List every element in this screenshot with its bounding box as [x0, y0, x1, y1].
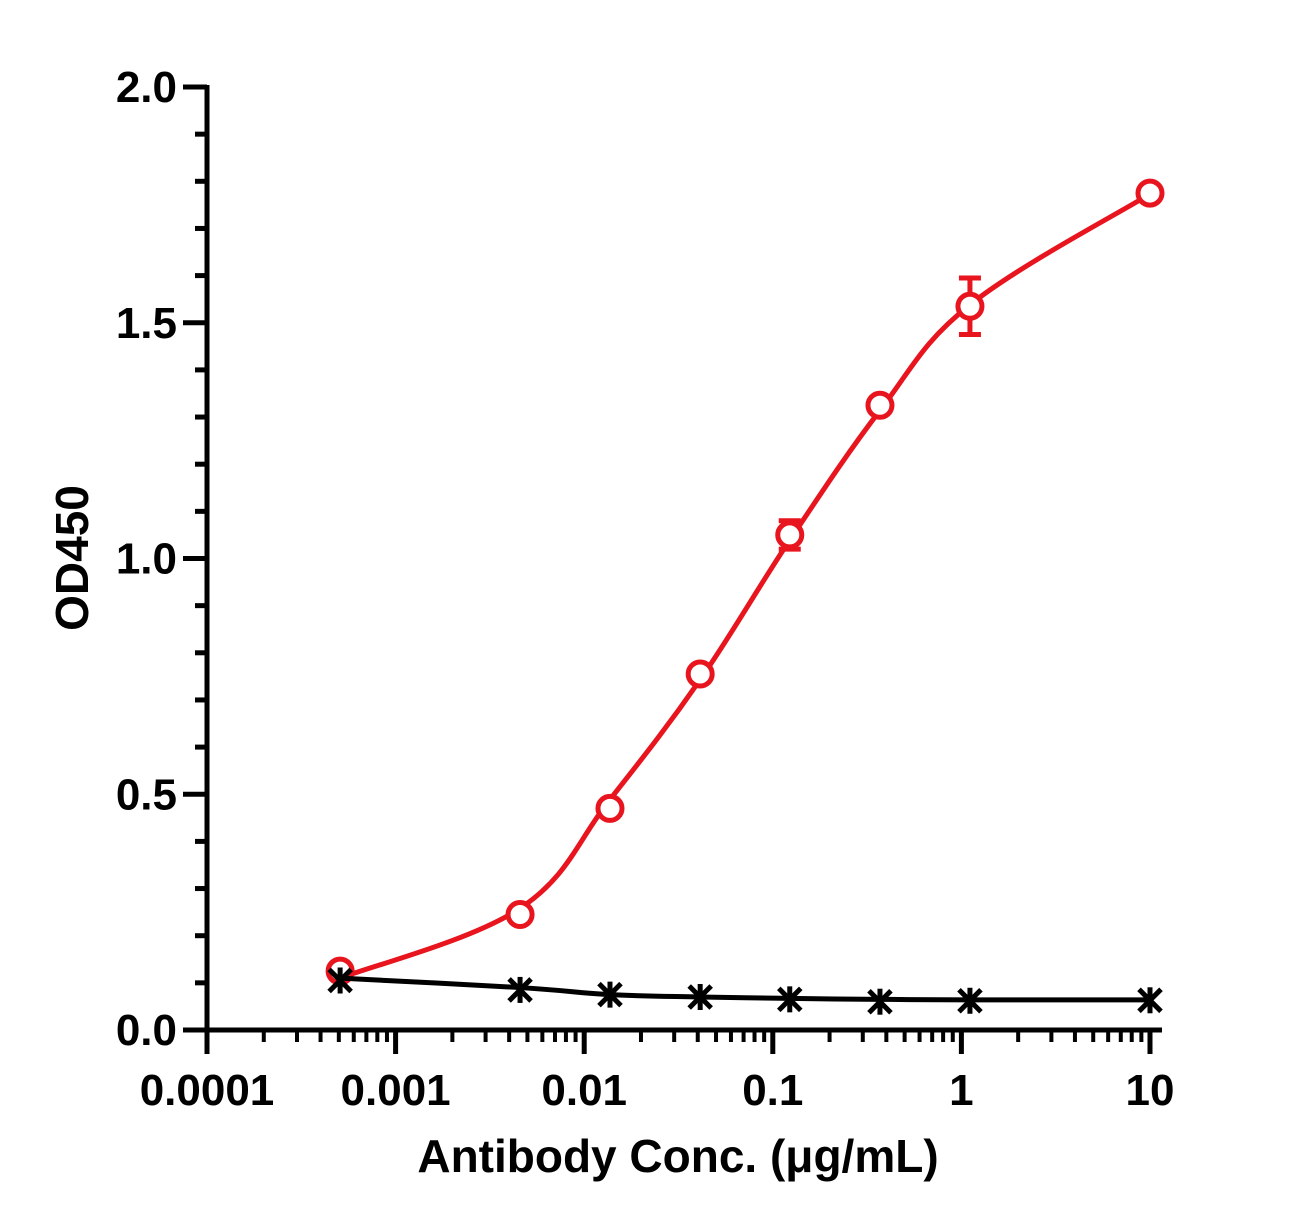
data-point — [507, 976, 533, 1003]
data-point — [597, 981, 623, 1008]
data-point — [327, 967, 353, 994]
data-point — [1137, 987, 1163, 1014]
data-point — [867, 988, 893, 1015]
series-0-fit-curve — [339, 191, 1152, 981]
series-1 — [327, 967, 1163, 1015]
series-1-fit-curve — [339, 975, 1151, 1003]
x-tick-label: 0.001 — [341, 1066, 451, 1115]
y-tick-label: 2.0 — [116, 63, 177, 112]
data-point — [957, 987, 983, 1014]
y-tick-label: 0.5 — [116, 770, 177, 819]
y-tick-label: 1.0 — [116, 535, 177, 584]
data-point — [505, 899, 535, 929]
data-point — [595, 793, 625, 823]
x-axis-title: Antibody Conc. (μg/mL) — [417, 1130, 938, 1182]
x-tick-label: 0.0001 — [140, 1066, 275, 1115]
data-point — [687, 983, 713, 1010]
data-point — [776, 986, 803, 1013]
y-tick-label: 0.0 — [116, 1006, 177, 1055]
x-tick-label: 0.1 — [742, 1066, 803, 1115]
x-tick-label: 10 — [1126, 1066, 1175, 1115]
data-point — [685, 659, 715, 689]
series-0 — [325, 178, 1165, 986]
data-point — [865, 390, 895, 420]
y-axis-title: OD450 — [46, 485, 98, 631]
data-point — [955, 291, 985, 321]
data-point — [1135, 178, 1165, 208]
y-tick-label: 1.5 — [116, 299, 177, 348]
x-tick-label: 0.01 — [541, 1066, 627, 1115]
series-layer — [325, 178, 1165, 1015]
data-point — [775, 520, 805, 550]
x-tick-label: 1 — [949, 1066, 973, 1115]
axes: 0.0 0.5 1.0 1.5 2.0 0.0001 0.001 0.01 0.1 1 10 — [116, 63, 1175, 1115]
